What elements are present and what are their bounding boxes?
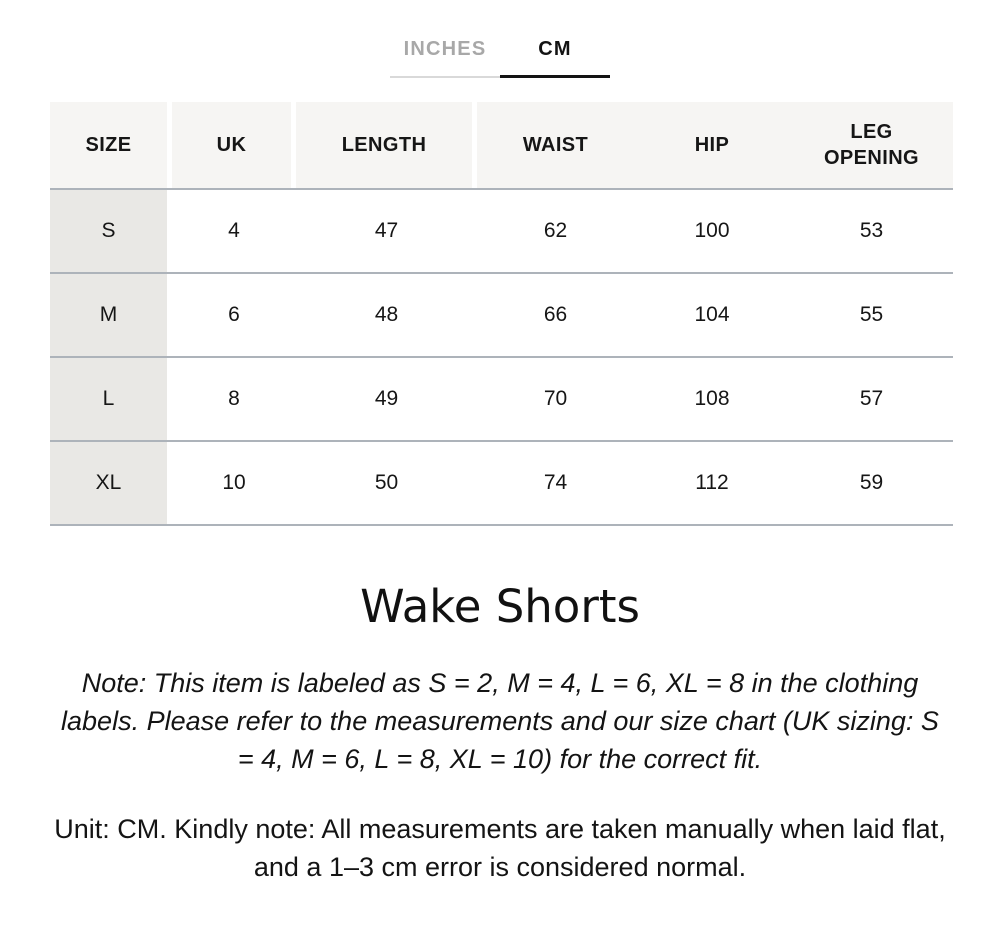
hip-value: 112 [634, 442, 790, 524]
length-value: 47 [296, 190, 477, 272]
size-label: XL [50, 442, 172, 524]
uk-value: 4 [172, 190, 296, 272]
leg-opening-value: 55 [790, 274, 953, 356]
tab-cm[interactable]: CM [500, 36, 610, 78]
header-waist: WAIST [477, 102, 634, 188]
leg-opening-value: 57 [790, 358, 953, 440]
header-size: SIZE [50, 102, 172, 188]
hip-value: 108 [634, 358, 790, 440]
length-value: 50 [296, 442, 477, 524]
uk-value: 8 [172, 358, 296, 440]
size-label: L [50, 358, 172, 440]
waist-value: 74 [477, 442, 634, 524]
size-table: SIZE UK LENGTH WAIST HIP LEG OPENING S 4… [50, 102, 953, 526]
waist-value: 70 [477, 358, 634, 440]
leg-opening-value: 53 [790, 190, 953, 272]
table-row-l: L 8 49 70 108 57 [50, 358, 953, 442]
waist-value: 66 [477, 274, 634, 356]
length-value: 48 [296, 274, 477, 356]
size-table-header-row: SIZE UK LENGTH WAIST HIP LEG OPENING [50, 102, 953, 190]
uk-value: 6 [172, 274, 296, 356]
unit-note: Unit: CM. Kindly note: All measurements … [54, 814, 946, 882]
length-value: 49 [296, 358, 477, 440]
header-hip: HIP [634, 102, 790, 188]
page-title: Wake Shorts [360, 580, 640, 633]
sizing-note: Note: This item is labeled as S = 2, M =… [61, 668, 939, 774]
size-label: S [50, 190, 172, 272]
table-row-s: S 4 47 62 100 53 [50, 190, 953, 274]
header-uk: UK [172, 102, 296, 188]
header-length: LENGTH [296, 102, 477, 188]
header-leg-opening: LEG OPENING [790, 102, 953, 188]
leg-opening-value: 59 [790, 442, 953, 524]
hip-value: 100 [634, 190, 790, 272]
table-row-xl: XL 10 50 74 112 59 [50, 442, 953, 526]
size-label: M [50, 274, 172, 356]
hip-value: 104 [634, 274, 790, 356]
table-row-m: M 6 48 66 104 55 [50, 274, 953, 358]
tab-inches[interactable]: INCHES [390, 36, 500, 78]
unit-tabs: INCHES CM [0, 36, 1000, 78]
uk-value: 10 [172, 442, 296, 524]
waist-value: 62 [477, 190, 634, 272]
